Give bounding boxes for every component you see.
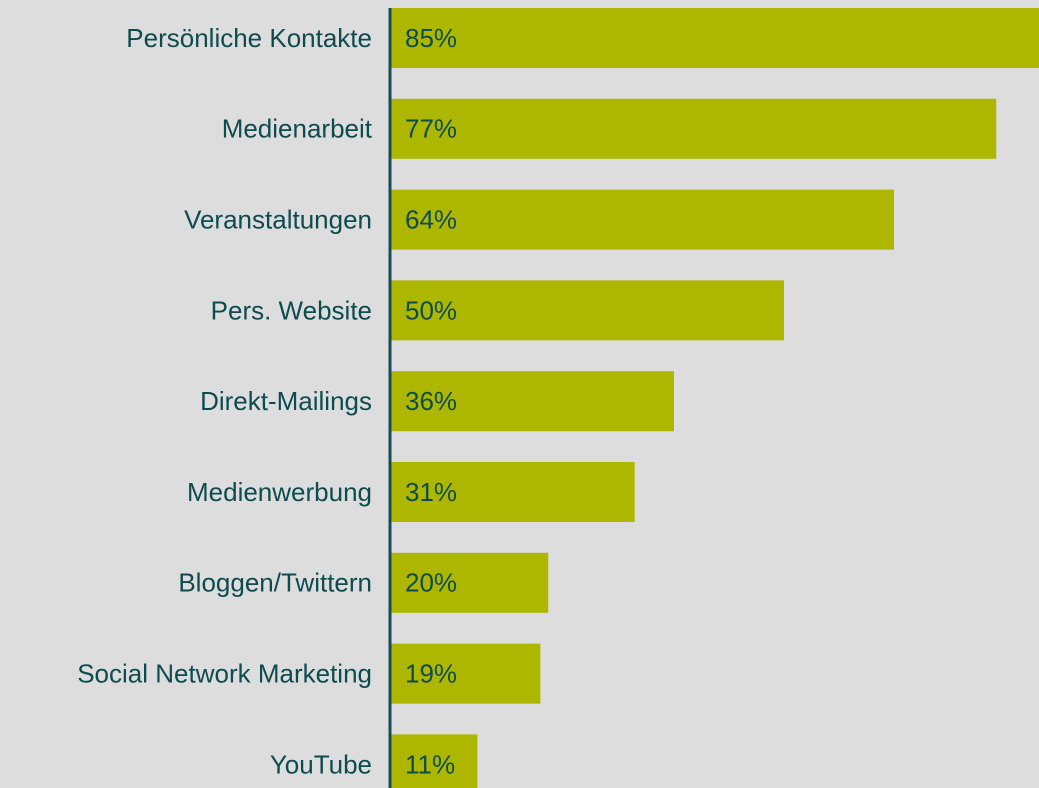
value-label: 31% [405,477,457,507]
category-label: Pers. Website [211,295,372,325]
value-label: 36% [405,386,457,416]
category-label: Medienwerbung [187,477,372,507]
bar [391,462,635,522]
value-label: 11% [405,749,455,779]
bar [391,8,1039,68]
bar [391,734,478,788]
value-label: 77% [405,114,457,144]
value-label: 64% [405,204,457,234]
value-label: 19% [405,658,457,688]
category-label: Persönliche Kontakte [126,23,372,53]
bar [391,98,997,159]
bar [391,552,549,613]
category-label: Veranstaltungen [184,204,372,234]
category-label: Direkt-Mailings [200,386,372,416]
category-label: Medienarbeit [222,114,373,144]
bar [391,371,674,432]
value-label: 50% [405,295,457,325]
value-label: 20% [405,568,457,598]
bar [391,189,895,250]
bar [391,280,784,341]
value-label: 85% [405,23,457,53]
category-label: YouTube [270,749,372,779]
category-label: Social Network Marketing [77,658,372,688]
category-label: Bloggen/Twittern [178,568,372,598]
bar [391,643,541,704]
